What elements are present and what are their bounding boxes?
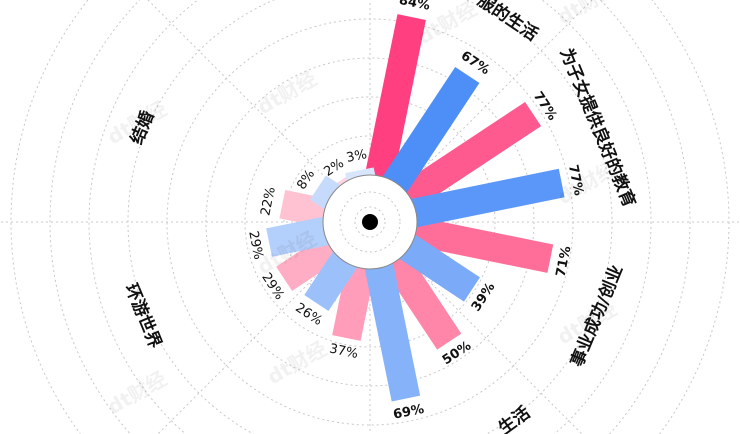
bar bbox=[382, 66, 480, 193]
bar bbox=[411, 216, 554, 273]
grid-ring bbox=[49, 0, 691, 434]
watermark: dt财经 bbox=[253, 66, 320, 119]
value-label: 69% bbox=[392, 402, 425, 423]
value-label: 84% bbox=[398, 0, 431, 14]
value-label: 71% bbox=[554, 245, 575, 278]
bar bbox=[304, 251, 358, 312]
marks: 84%77%71%50%37%29%22%2%67%77%39%69%26%29… bbox=[245, 0, 586, 423]
bar bbox=[399, 234, 480, 302]
grid-ring bbox=[244, 96, 496, 348]
bar bbox=[364, 14, 426, 181]
bar bbox=[266, 216, 329, 257]
spoke bbox=[402, 254, 583, 434]
center-dot bbox=[362, 214, 378, 230]
bar bbox=[411, 168, 565, 228]
value-label: 77% bbox=[565, 163, 586, 196]
category-label: 生活 bbox=[494, 402, 534, 434]
watermark: dt财经 bbox=[263, 336, 330, 389]
bar bbox=[364, 263, 421, 402]
spoke bbox=[402, 0, 593, 190]
watermark: dt财经 bbox=[103, 366, 170, 419]
center-ring bbox=[354, 206, 386, 238]
bar bbox=[399, 101, 542, 210]
spoke bbox=[157, 254, 338, 434]
category-label: 环游世界 bbox=[120, 281, 165, 352]
value-label: 2% bbox=[321, 156, 346, 180]
bar bbox=[345, 167, 376, 181]
value-label: 29% bbox=[245, 230, 265, 261]
bar bbox=[382, 251, 462, 350]
grid-ring bbox=[283, 135, 457, 309]
bar bbox=[309, 175, 341, 210]
watermark: dt财经 bbox=[553, 0, 620, 29]
spoke bbox=[147, 0, 338, 190]
value-label: 8% bbox=[294, 167, 318, 192]
center-ring bbox=[339, 191, 401, 253]
value-label: 22% bbox=[258, 186, 278, 217]
value-label: 3% bbox=[345, 147, 368, 166]
grid-ring bbox=[88, 0, 652, 434]
value-label: 37% bbox=[328, 342, 359, 362]
category-label: 服的生活 bbox=[474, 0, 542, 45]
bar bbox=[276, 234, 341, 291]
